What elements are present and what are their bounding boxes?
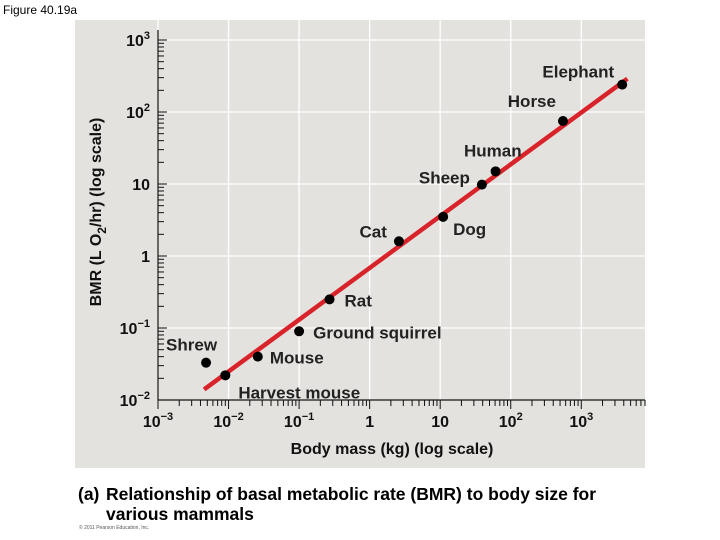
point-label-harvest-mouse: Harvest mouse (238, 383, 360, 402)
data-point-elephant (617, 79, 628, 90)
point-label-dog: Dog (453, 220, 486, 239)
data-point-ground-squirrel (294, 326, 305, 337)
figure-label: Figure 40.19a (3, 3, 78, 17)
copyright-notice: © 2011 Pearson Education, Inc. (79, 525, 150, 531)
point-label-cat: Cat (360, 222, 388, 241)
point-label-elephant: Elephant (542, 63, 614, 82)
y-tick-label: 1 (141, 249, 150, 266)
x-tick-label: 10−2 (213, 411, 243, 431)
y-axis-title: BMR (L O2/hr) (log scale) (88, 118, 109, 307)
data-point-dog (438, 211, 449, 222)
regression-line (202, 76, 629, 392)
point-label-sheep: Sheep (419, 169, 470, 188)
point-label-shrew: Shrew (166, 336, 218, 355)
caption-tag: (a) (78, 484, 100, 504)
x-tick-label: 10 (431, 414, 449, 431)
data-point-shrew (201, 357, 212, 368)
data-point-human (490, 166, 501, 177)
y-tick-label: 10 (132, 177, 150, 194)
caption-line-2: various mammals (106, 504, 254, 524)
point-label-horse: Horse (508, 92, 556, 111)
x-tick-label: 1 (365, 414, 374, 431)
x-tick-label: 10−3 (143, 411, 173, 431)
point-label-mouse: Mouse (270, 349, 324, 368)
figure-caption: (a) Relationship of basal metabolic rate … (78, 484, 698, 524)
y-tick-label: 103 (126, 30, 150, 50)
x-axis-title: Body mass (kg) (log scale) (291, 441, 494, 458)
x-tick-label: 10−1 (284, 411, 314, 431)
data-point-mouse (252, 351, 263, 362)
caption-line-1: Relationship of basal metabolic rate (BM… (106, 484, 597, 504)
point-label-ground-squirrel: Ground squirrel (313, 323, 441, 342)
y-tick-label: 10−1 (120, 318, 150, 338)
data-point-rat (324, 294, 335, 305)
data-point-horse (557, 115, 568, 126)
data-point-harvest-mouse (220, 370, 231, 381)
x-tick-label: 102 (499, 411, 523, 431)
point-label-human: Human (464, 141, 522, 160)
data-point-cat (393, 236, 404, 247)
y-tick-label: 10−2 (120, 390, 150, 410)
data-point-sheep (476, 179, 487, 190)
y-tick-label: 102 (126, 102, 150, 122)
point-label-rat: Rat (345, 291, 373, 310)
chart-panel (75, 20, 645, 468)
x-tick-label: 103 (569, 411, 593, 431)
